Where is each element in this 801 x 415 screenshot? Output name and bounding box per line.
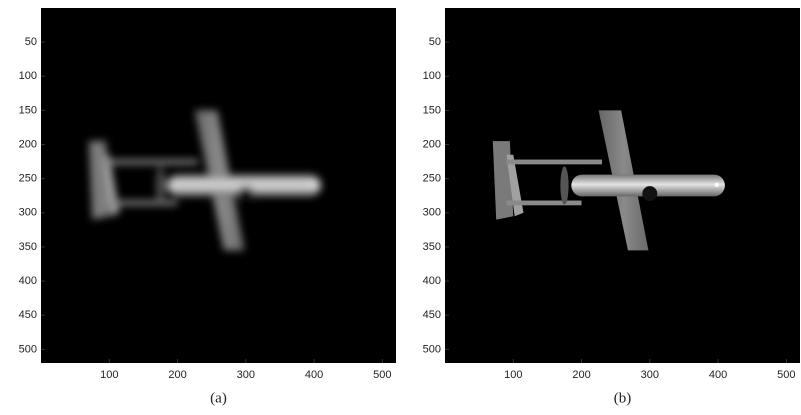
y-tick-label: 500 (423, 343, 441, 355)
x-tick-label: 100 (504, 369, 522, 381)
y-tick-label: 400 (19, 275, 37, 287)
x-tick-label: 400 (305, 369, 323, 381)
x-tick-label: 300 (641, 369, 659, 381)
figure: 100 200 300 400 500 50 100 150 200 250 300 350 400 45… (0, 0, 801, 410)
y-tick-label: 450 (423, 309, 441, 321)
y-tick-label: 350 (423, 241, 441, 253)
x-tick-label: 200 (168, 369, 186, 381)
page: {"panels": [ {"caption": "(a)", "xlim": … (0, 0, 801, 415)
y-tick-label: 250 (423, 173, 441, 185)
caption: (a) (210, 390, 227, 406)
y-tick-label: 300 (19, 207, 37, 219)
y-tick-label: 350 (19, 241, 37, 253)
y-tick-label: 50 (25, 36, 37, 48)
x-tick-label: 100 (100, 369, 118, 381)
y-tick-label: 450 (19, 309, 37, 321)
y-tick-label: 400 (423, 275, 441, 287)
x-tick-label: 200 (572, 369, 590, 381)
y-tick-label: 100 (423, 70, 441, 82)
y-tick-label: 500 (19, 343, 37, 355)
y-tick-label: 200 (423, 138, 441, 150)
y-tick-label: 50 (429, 36, 441, 48)
y-tick-label: 150 (423, 104, 441, 116)
x-tick-label: 300 (237, 369, 255, 381)
y-tick-label: 300 (423, 207, 441, 219)
y-tick-label: 150 (19, 104, 37, 116)
y-tick-label: 250 (19, 173, 37, 185)
x-tick-label: 500 (777, 369, 795, 381)
x-tick-label: 500 (373, 369, 391, 381)
x-tick-label: 400 (709, 369, 727, 381)
y-tick-label: 100 (19, 70, 37, 82)
caption: (b) (614, 390, 632, 406)
y-tick-label: 200 (19, 138, 37, 150)
